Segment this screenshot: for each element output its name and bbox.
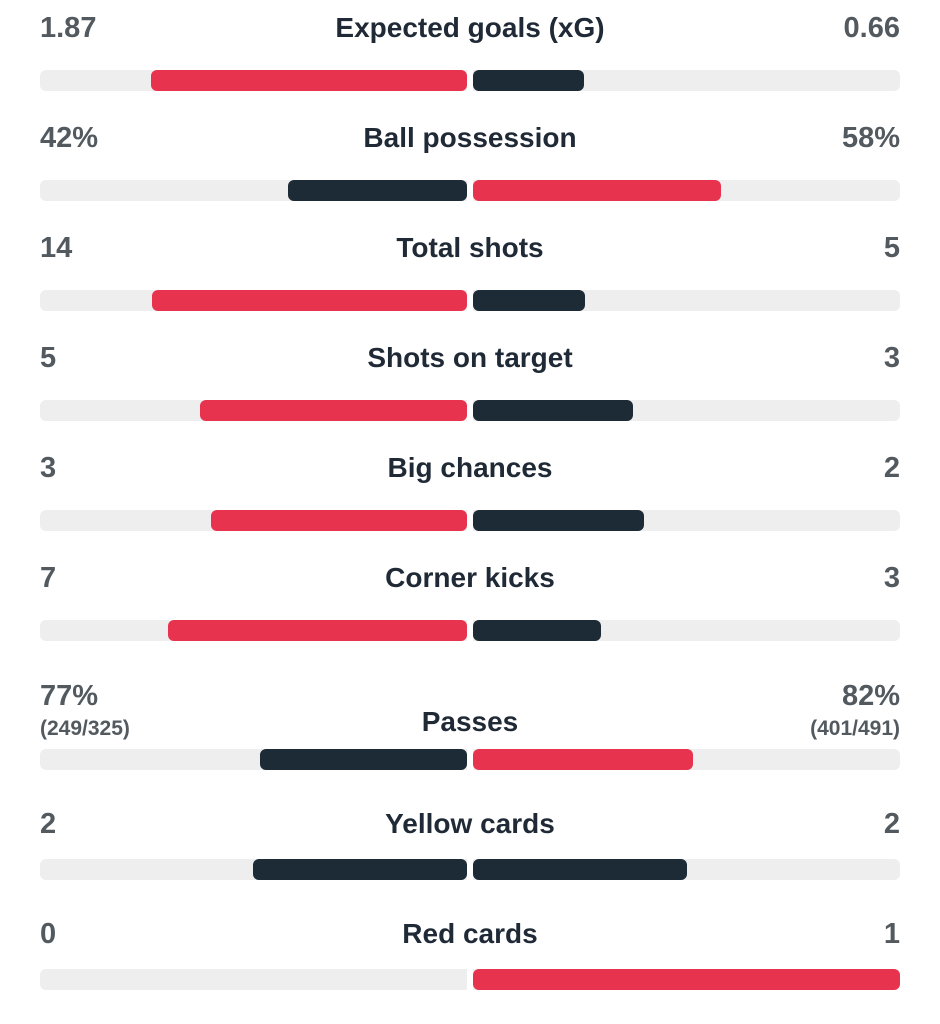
- stat-row-corner-kicks: 7 Corner kicks 3: [40, 560, 900, 641]
- stat-title: Shots on target: [367, 342, 573, 373]
- away-bar: [473, 859, 687, 880]
- away-bar: [473, 620, 601, 641]
- stat-label-row: 5 Shots on target 3: [40, 340, 900, 386]
- comparison-bar: [40, 620, 900, 641]
- stat-label-row: 1.87 Expected goals (xG) 0.66: [40, 10, 900, 56]
- away-bar: [473, 180, 721, 201]
- away-value: 0.66: [843, 12, 900, 44]
- home-value: 3: [40, 452, 57, 484]
- stat-row-passes: 77% Passes 82% (249/325) (401/491): [40, 670, 900, 774]
- away-value: 5: [883, 232, 900, 264]
- home-value: 14: [40, 232, 73, 264]
- stat-title: Big chances: [387, 452, 553, 483]
- away-bar: [473, 70, 584, 91]
- comparison-bar: [40, 969, 900, 990]
- away-bar: [473, 969, 900, 990]
- comparison-bar: [40, 70, 900, 91]
- stat-label-row: 3 Big chances 2: [40, 450, 900, 496]
- home-track: [40, 969, 467, 990]
- home-bar: [152, 290, 467, 311]
- away-sub-value: (401/491): [810, 717, 900, 740]
- home-value: 2: [40, 808, 57, 840]
- stat-label-row: 42% Ball possession 58%: [40, 120, 900, 166]
- stat-title: Total shots: [396, 232, 544, 263]
- stat-row-total-shots: 14 Total shots 5: [40, 230, 900, 311]
- comparison-bar: [40, 510, 900, 531]
- home-bar: [211, 510, 467, 531]
- away-bar: [473, 510, 644, 531]
- stat-title: Passes: [421, 706, 519, 737]
- stat-label-row: 14 Total shots 5: [40, 230, 900, 276]
- stat-title: Expected goals (xG): [335, 12, 605, 43]
- away-value: 58%: [841, 122, 900, 154]
- comparison-bar: [40, 749, 900, 770]
- stat-label-row: 77% Passes 82% (249/325) (401/491): [40, 670, 900, 740]
- home-sub-value: (249/325): [40, 717, 130, 740]
- home-bar: [151, 70, 467, 91]
- away-value: 2: [883, 452, 900, 484]
- stat-row-yellow-cards: 2 Yellow cards 2: [40, 806, 900, 886]
- stat-title: Ball possession: [363, 122, 577, 153]
- away-value: 3: [883, 562, 900, 594]
- away-bar: [473, 749, 693, 770]
- home-value: 1.87: [40, 12, 97, 44]
- home-bar: [168, 620, 467, 641]
- stat-row-expected-goals: 1.87 Expected goals (xG) 0.66: [40, 10, 900, 91]
- comparison-bar: [40, 180, 900, 201]
- home-value: 0: [40, 918, 57, 950]
- stat-title: Yellow cards: [385, 808, 555, 839]
- stat-label-row: 7 Corner kicks 3: [40, 560, 900, 606]
- home-bar: [260, 749, 467, 770]
- stat-row-red-cards: 0 Red cards 1: [40, 916, 900, 996]
- stat-title: Corner kicks: [385, 562, 555, 593]
- home-bar: [200, 400, 467, 421]
- away-value: 1: [883, 918, 900, 950]
- comparison-bar: [40, 290, 900, 311]
- stat-row-shots-on-target: 5 Shots on target 3: [40, 340, 900, 421]
- away-value: 2: [883, 808, 900, 840]
- stat-label-row: 2 Yellow cards 2: [40, 806, 900, 852]
- stat-label-row: 0 Red cards 1: [40, 916, 900, 962]
- home-value: 5: [40, 342, 57, 374]
- comparison-bar: [40, 400, 900, 421]
- home-value: 7: [40, 562, 57, 594]
- stat-row-ball-possession: 42% Ball possession 58%: [40, 120, 900, 201]
- home-value: 77%: [40, 680, 99, 712]
- away-value: 3: [883, 342, 900, 374]
- stat-title: Red cards: [402, 918, 538, 949]
- away-bar: [473, 290, 585, 311]
- stat-row-big-chances: 3 Big chances 2: [40, 450, 900, 531]
- home-bar: [288, 180, 467, 201]
- away-bar: [473, 400, 633, 421]
- home-value: 42%: [40, 122, 99, 154]
- away-value: 82%: [841, 680, 900, 712]
- home-bar: [253, 859, 467, 880]
- comparison-bar: [40, 859, 900, 880]
